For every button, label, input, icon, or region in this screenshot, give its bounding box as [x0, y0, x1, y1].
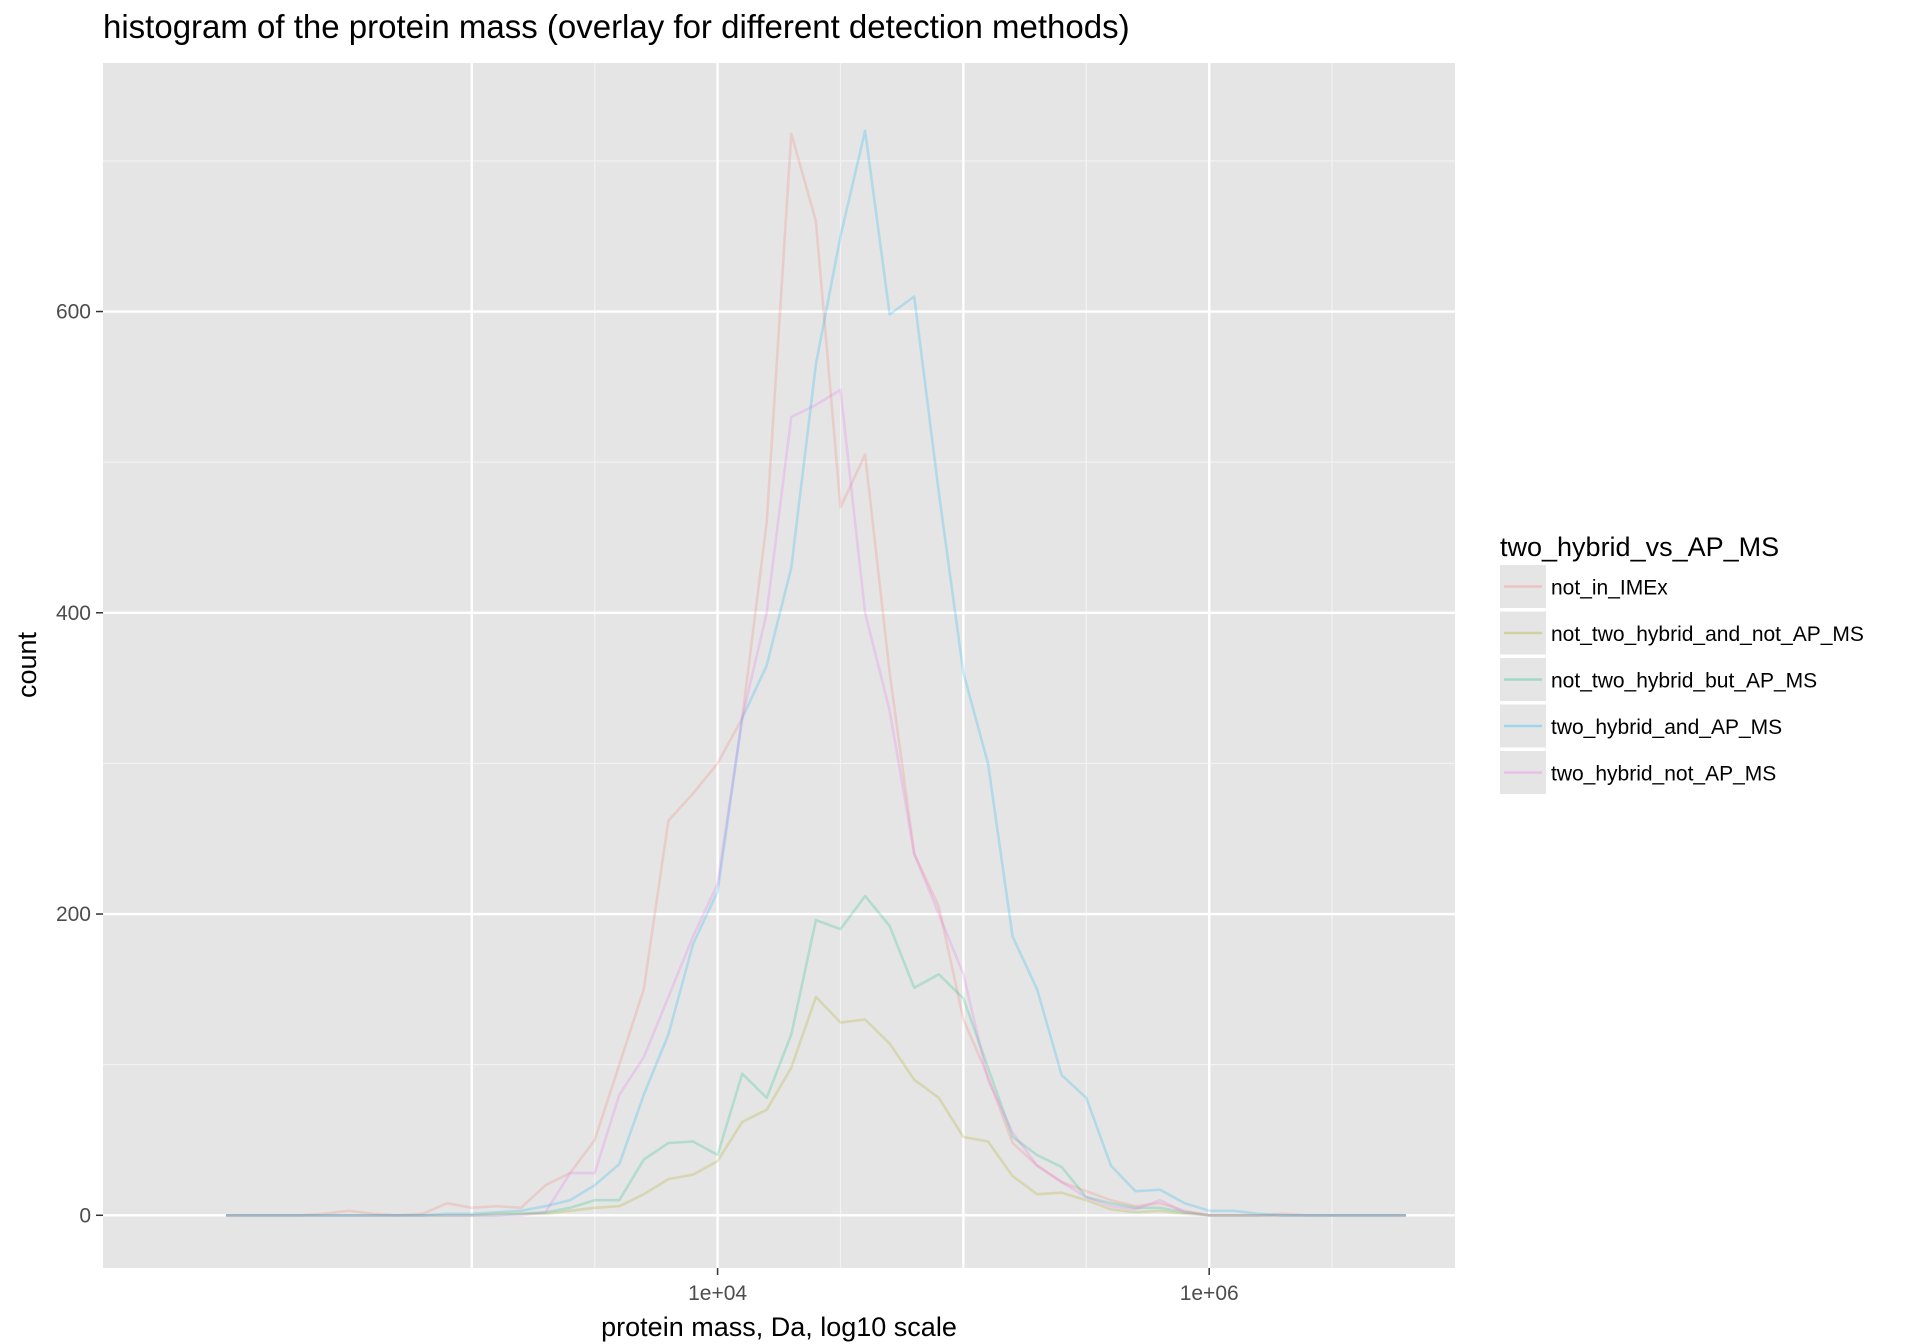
plot-panel: [103, 63, 1455, 1268]
legend-label: two_hybrid_not_AP_MS: [1551, 763, 1776, 786]
y-tick-label: 600: [56, 301, 91, 324]
x-axis-ticks: 1e+04 1e+06: [688, 1268, 1239, 1305]
x-tick-label: 1e+04: [688, 1282, 747, 1305]
series-lines: [226, 129, 1406, 1217]
legend-label: not_two_hybrid_but_AP_MS: [1551, 670, 1817, 693]
legend-label: two_hybrid_and_AP_MS: [1551, 716, 1782, 739]
y-tick-label: 400: [56, 602, 91, 625]
series-line-two_hybrid_not_AP_MS: [226, 388, 1406, 1217]
legend-label: not_in_IMEx: [1551, 577, 1668, 600]
legend-items: not_in_IMEx not_two_hybrid_and_not_AP_MSn…: [1500, 565, 1864, 794]
y-tick-label: 200: [56, 903, 91, 926]
legend-title: two_hybrid_vs_AP_MS: [1500, 532, 1779, 562]
legend: two_hybrid_vs_AP_MS not_in_IMEx not_two_h…: [1500, 532, 1864, 794]
chart-title: histogram of the protein mass (overlay f…: [103, 8, 1130, 45]
legend-key: [1500, 611, 1546, 655]
legend-key: [1500, 658, 1546, 701]
series-line-not_two_hybrid_but_AP_MS: [226, 894, 1406, 1217]
gridlines: [103, 63, 1455, 1268]
x-axis-title: protein mass, Da, log10 scale: [601, 1312, 957, 1342]
legend-label: not_two_hybrid_and_not_AP_MS: [1551, 623, 1864, 646]
y-axis-title: count: [12, 631, 42, 698]
legend-key: [1500, 704, 1546, 748]
legend-key: [1500, 751, 1546, 794]
series-line-not_in_IMEx: [226, 132, 1406, 1217]
y-tick-label: 0: [79, 1204, 91, 1227]
legend-key: [1500, 565, 1546, 608]
series-line-two_hybrid_and_AP_MS: [226, 129, 1406, 1217]
x-tick-label: 1e+06: [1180, 1282, 1239, 1305]
series-line-not_two_hybrid_and_not_AP_MS: [226, 995, 1406, 1217]
y-axis-ticks: 0 200 400 600: [56, 301, 103, 1227]
